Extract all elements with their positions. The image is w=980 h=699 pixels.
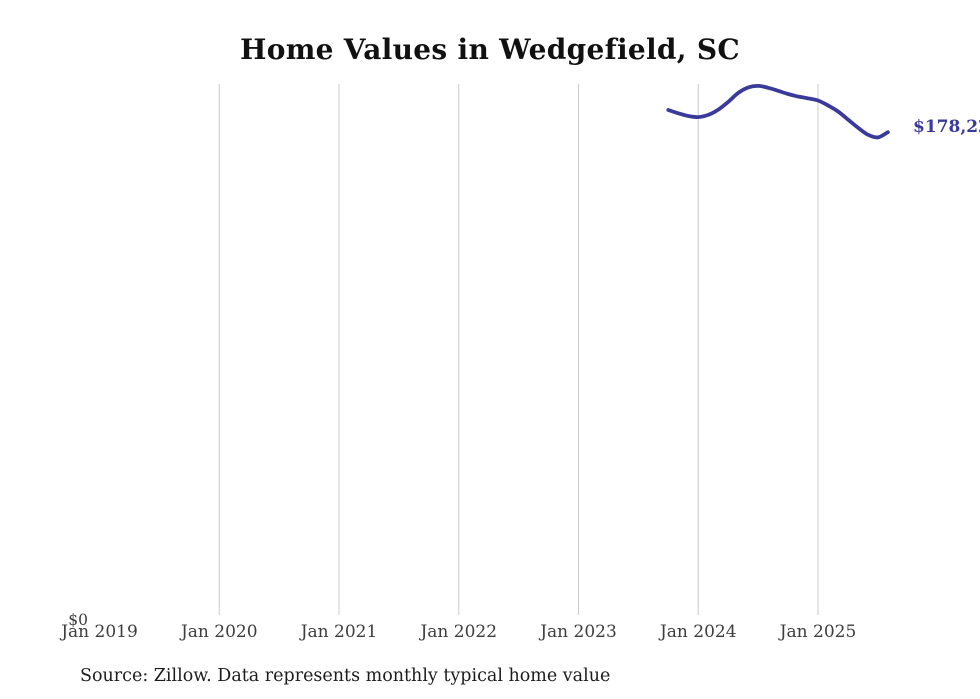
home-value-line [666,84,890,140]
x-tick-label: Jan 2023 [540,622,617,642]
x-tick-label: Jan 2021 [300,622,378,642]
latest-value-label: $178,222 [913,117,980,137]
y-axis-tick-zero: $0 [68,611,88,629]
gridlines [218,84,819,615]
x-tick-label: Jan 2020 [180,622,258,642]
x-tick-label: Jan 2019 [61,622,138,642]
chart-title: Home Values in Wedgefield, SC [239,33,741,66]
x-tick-label: Jan 2024 [659,622,737,642]
x-tick-label: Jan 2022 [420,622,498,642]
source-note: Source: Zillow. Data represents monthly … [80,666,611,686]
x-tick-label: Jan 2025 [779,622,857,642]
